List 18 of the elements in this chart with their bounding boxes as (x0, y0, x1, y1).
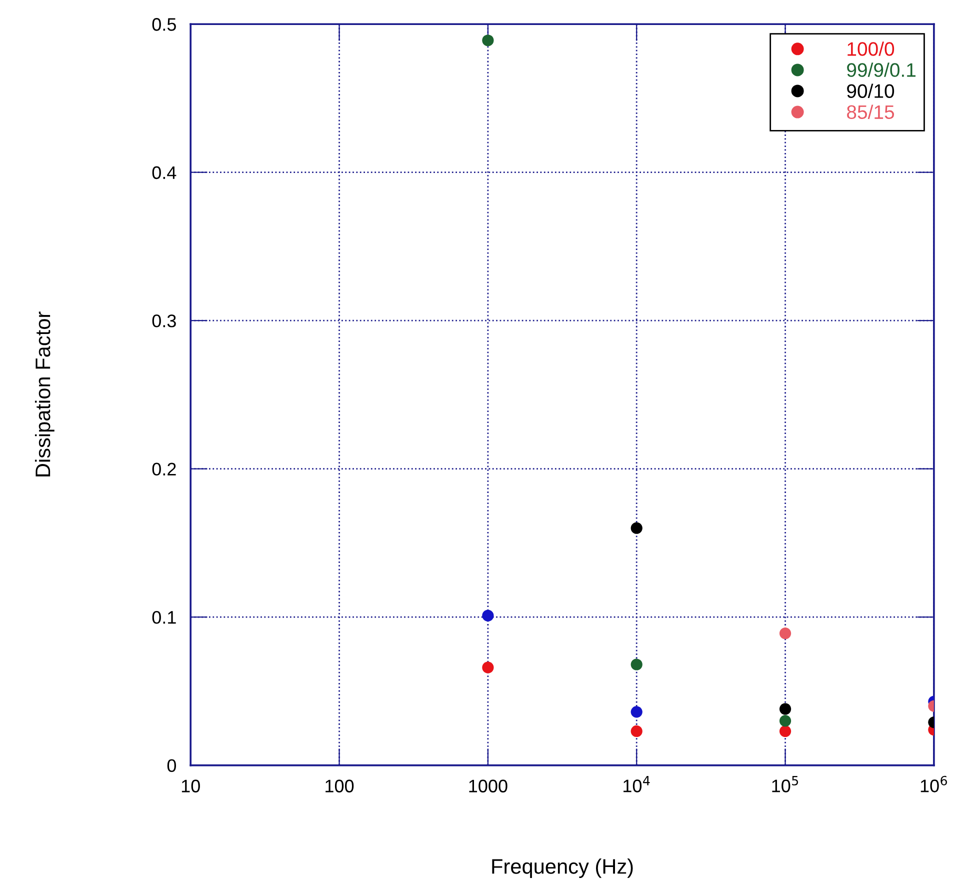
y-tick-label: 0 (167, 759, 176, 772)
x-tick-label: 10$^{5}$ (772, 776, 798, 792)
x-tick-label: 10 (182, 780, 200, 792)
y-tick-label: 0.5 (152, 18, 176, 31)
legend-label: 90/10 (847, 84, 894, 98)
x-tick-label: 100 (326, 780, 354, 792)
x-tick-label: 10$^{6}$ (920, 776, 947, 792)
y-tick-label: 0.3 (152, 314, 176, 328)
legend-label: 99/9/0.1 (847, 62, 916, 77)
x-tick-label: 10$^{4}$ (624, 776, 650, 792)
legend-label: 85/15 (847, 104, 894, 120)
legend-label: 100/0 (848, 42, 894, 56)
x-tick-label: 1000 (469, 780, 508, 792)
y-tick-label: 0.1 (152, 610, 176, 624)
y-tick-label: 0.2 (152, 462, 176, 476)
x-axis-title: Frequency (Hz) (492, 858, 633, 878)
y-axis-title: Dissipation Factor (34, 312, 54, 476)
y-tick-label: 0.4 (152, 166, 176, 180)
